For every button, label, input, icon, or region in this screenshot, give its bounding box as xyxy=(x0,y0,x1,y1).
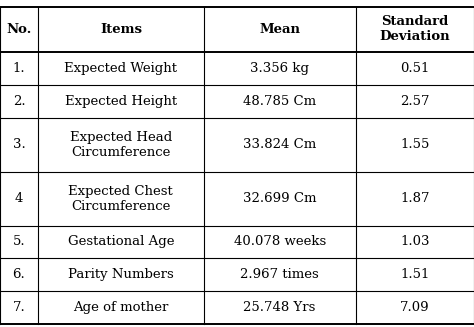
Text: 1.: 1. xyxy=(13,62,25,75)
Text: 40.078 weeks: 40.078 weeks xyxy=(234,235,326,249)
Text: No.: No. xyxy=(6,23,32,36)
Text: Age of mother: Age of mother xyxy=(73,301,169,314)
Text: 2.57: 2.57 xyxy=(400,95,429,108)
Text: Expected Weight: Expected Weight xyxy=(64,62,177,75)
Text: 32.699 Cm: 32.699 Cm xyxy=(243,192,317,205)
Text: Expected Chest
Circumference: Expected Chest Circumference xyxy=(69,185,173,213)
Text: Gestational Age: Gestational Age xyxy=(68,235,174,249)
Text: 1.87: 1.87 xyxy=(400,192,429,205)
Text: 6.: 6. xyxy=(13,268,25,281)
Text: 5.: 5. xyxy=(13,235,25,249)
Text: Expected Head
Circumference: Expected Head Circumference xyxy=(70,131,172,159)
Text: 48.785 Cm: 48.785 Cm xyxy=(243,95,316,108)
Text: 3.: 3. xyxy=(13,138,25,151)
Text: Items: Items xyxy=(100,23,142,36)
Text: 7.: 7. xyxy=(13,301,25,314)
Text: 33.824 Cm: 33.824 Cm xyxy=(243,138,316,151)
Text: 2.967 times: 2.967 times xyxy=(240,268,319,281)
Text: 3.356 kg: 3.356 kg xyxy=(250,62,309,75)
Text: Expected Height: Expected Height xyxy=(65,95,177,108)
Text: 0.51: 0.51 xyxy=(400,62,429,75)
Text: 7.09: 7.09 xyxy=(400,301,429,314)
Text: Standard
Deviation: Standard Deviation xyxy=(380,15,450,43)
Text: 4: 4 xyxy=(15,192,23,205)
Text: Mean: Mean xyxy=(259,23,300,36)
Text: 1.51: 1.51 xyxy=(400,268,429,281)
Text: 1.55: 1.55 xyxy=(400,138,429,151)
Text: 2.: 2. xyxy=(13,95,25,108)
Text: Parity Numbers: Parity Numbers xyxy=(68,268,174,281)
Text: 1.03: 1.03 xyxy=(400,235,429,249)
Text: 25.748 Yrs: 25.748 Yrs xyxy=(244,301,316,314)
